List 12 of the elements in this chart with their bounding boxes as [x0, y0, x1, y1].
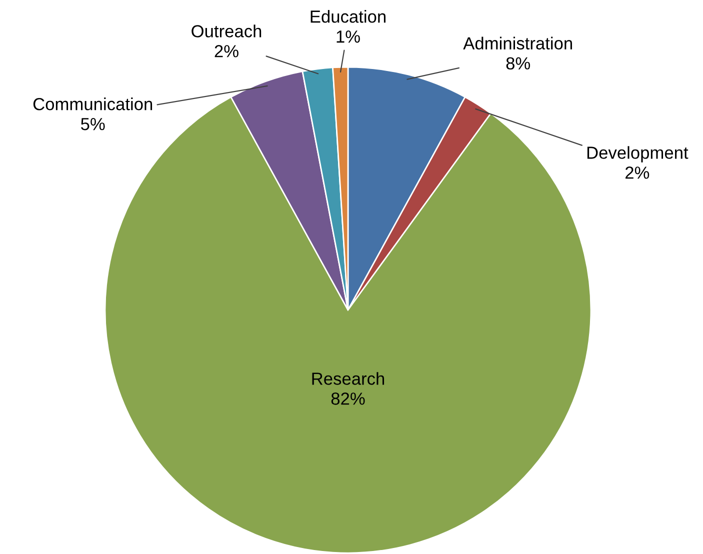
data-label: 2%: [625, 166, 650, 179]
data-label: 82%: [331, 392, 365, 405]
data-label: 2%: [214, 45, 238, 58]
slice-label: Administration: [463, 36, 572, 50]
slice-label: Development: [587, 146, 688, 162]
data-label: 1%: [336, 30, 360, 43]
slice-label: Research: [312, 372, 384, 385]
data-label: 5%: [81, 118, 105, 130]
slice-label: Outreach: [192, 24, 262, 38]
slice-label: Education: [310, 10, 386, 23]
slice-label: Communication: [33, 98, 152, 110]
data-label: 8%: [506, 57, 530, 70]
